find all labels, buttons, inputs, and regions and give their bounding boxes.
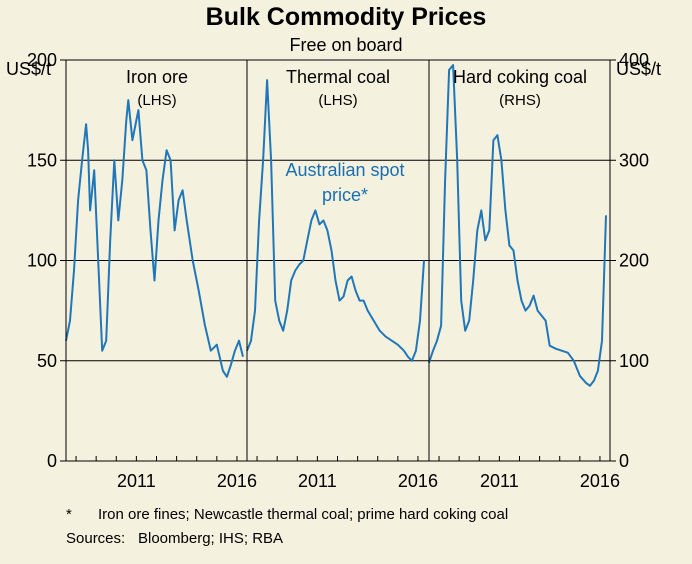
sources-label: Sources: — [66, 530, 125, 547]
x-tick-label: 2016 — [217, 471, 257, 491]
left-tick-label: 50 — [37, 351, 57, 371]
right-tick-label: 100 — [619, 351, 649, 371]
left-axis-label: US$/t — [6, 59, 51, 79]
footnote-text: Iron ore fines; Newcastle thermal coal; … — [98, 506, 508, 523]
right-tick-label: 300 — [619, 150, 649, 170]
panel-title-hard-coking-coal: Hard coking coal — [453, 67, 587, 87]
series-line-iron-ore — [65, 99, 244, 378]
panel-note-thermal-coal: (LHS) — [318, 92, 357, 109]
x-tick-label: 2011 — [480, 471, 519, 491]
chart-subtitle: Free on board — [289, 35, 402, 55]
chart-title: Bulk Commodity Prices — [206, 3, 487, 31]
panel-title-iron-ore: Iron ore — [126, 67, 188, 87]
annotation-line-1: Australian spot — [285, 160, 404, 180]
x-tick-label: 2016 — [398, 471, 438, 491]
right-tick-label: 0 — [619, 451, 629, 471]
left-tick-label: 0 — [47, 451, 57, 471]
right-tick-label: 200 — [619, 251, 649, 271]
footnote-marker: * — [66, 506, 72, 523]
panel-note-hard-coking-coal: (RHS) — [499, 92, 541, 109]
panel-title-thermal-coal: Thermal coal — [286, 67, 390, 87]
x-tick-label: 2011 — [117, 471, 156, 491]
x-tick-label: 2011 — [298, 471, 337, 491]
axis-ticks: 0 50 100 150 200 0 100 200 300 400 2011 2016 2011 201… — [27, 50, 649, 491]
series-layer — [65, 64, 607, 387]
series-line-thermal-coal — [246, 79, 425, 362]
right-tick-label: 400 — [619, 50, 649, 70]
right-axis-label: US$/t — [616, 59, 661, 79]
sources-text: Bloomberg; IHS; RBA — [138, 530, 283, 547]
x-tick-label: 2016 — [580, 471, 620, 491]
left-tick-label: 150 — [27, 150, 57, 170]
annotation-line-2: price* — [322, 185, 368, 205]
left-tick-label: 200 — [27, 50, 57, 70]
left-tick-label: 100 — [27, 251, 57, 271]
series-line-hard-coking-coal — [428, 64, 607, 387]
panel-note-iron-ore: (LHS) — [137, 92, 176, 109]
